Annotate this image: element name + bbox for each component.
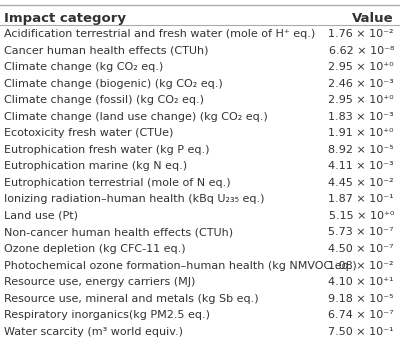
Text: Water scarcity (m³ world equiv.): Water scarcity (m³ world equiv.)	[4, 327, 183, 337]
Text: Respiratory inorganics(kg PM2.5 eq.): Respiratory inorganics(kg PM2.5 eq.)	[4, 310, 210, 320]
Text: Resource use, energy carriers (MJ): Resource use, energy carriers (MJ)	[4, 277, 195, 287]
Text: 1.83 × 10⁻³: 1.83 × 10⁻³	[328, 112, 394, 122]
Text: 6.74 × 10⁻⁷: 6.74 × 10⁻⁷	[328, 310, 394, 320]
Text: Ionizing radiation–human health (kBq U₂₃₅ eq.): Ionizing radiation–human health (kBq U₂₃…	[4, 194, 264, 205]
Text: 1.76 × 10⁻²: 1.76 × 10⁻²	[328, 29, 394, 39]
Text: Eutrophication terrestrial (mole of N eq.): Eutrophication terrestrial (mole of N eq…	[4, 178, 231, 188]
Text: 6.62 × 10⁻⁸: 6.62 × 10⁻⁸	[329, 46, 394, 56]
Text: Value: Value	[352, 12, 394, 25]
Text: Climate change (land use change) (kg CO₂ eq.): Climate change (land use change) (kg CO₂…	[4, 112, 268, 122]
Text: Ozone depletion (kg CFC-11 eq.): Ozone depletion (kg CFC-11 eq.)	[4, 244, 186, 254]
Text: 8.92 × 10⁻⁵: 8.92 × 10⁻⁵	[328, 145, 394, 155]
Text: Photochemical ozone formation–human health (kg NMVOC eq.): Photochemical ozone formation–human heal…	[4, 261, 357, 271]
Text: Land use (Pt): Land use (Pt)	[4, 211, 78, 221]
Text: 2.46 × 10⁻³: 2.46 × 10⁻³	[328, 79, 394, 89]
Text: Impact category: Impact category	[4, 12, 126, 25]
Text: 5.73 × 10⁻⁷: 5.73 × 10⁻⁷	[328, 227, 394, 238]
Text: Climate change (biogenic) (kg CO₂ eq.): Climate change (biogenic) (kg CO₂ eq.)	[4, 79, 223, 89]
Text: Acidification terrestrial and fresh water (mole of H⁺ eq.): Acidification terrestrial and fresh wate…	[4, 29, 315, 39]
Text: 2.95 × 10⁺⁰: 2.95 × 10⁺⁰	[328, 62, 394, 72]
Text: 1.87 × 10⁻¹: 1.87 × 10⁻¹	[328, 194, 394, 205]
Text: Climate change (fossil) (kg CO₂ eq.): Climate change (fossil) (kg CO₂ eq.)	[4, 95, 204, 105]
Text: Climate change (kg CO₂ eq.): Climate change (kg CO₂ eq.)	[4, 62, 163, 72]
Text: 5.15 × 10⁺⁰: 5.15 × 10⁺⁰	[329, 211, 394, 221]
Text: 7.50 × 10⁻¹: 7.50 × 10⁻¹	[328, 327, 394, 337]
Text: 4.50 × 10⁻⁷: 4.50 × 10⁻⁷	[328, 244, 394, 254]
Text: 4.45 × 10⁻²: 4.45 × 10⁻²	[328, 178, 394, 188]
Text: Eutrophication marine (kg N eq.): Eutrophication marine (kg N eq.)	[4, 161, 187, 172]
Text: 1.08 × 10⁻²: 1.08 × 10⁻²	[328, 261, 394, 271]
Text: 1.91 × 10⁺⁰: 1.91 × 10⁺⁰	[328, 128, 394, 139]
Text: 2.95 × 10⁺⁰: 2.95 × 10⁺⁰	[328, 95, 394, 105]
Text: Eutrophication fresh water (kg P eq.): Eutrophication fresh water (kg P eq.)	[4, 145, 210, 155]
Text: 4.11 × 10⁻³: 4.11 × 10⁻³	[328, 161, 394, 172]
Text: 4.10 × 10⁺¹: 4.10 × 10⁺¹	[328, 277, 394, 287]
Text: Non-cancer human health effects (CTUh): Non-cancer human health effects (CTUh)	[4, 227, 233, 238]
Text: 9.18 × 10⁻⁵: 9.18 × 10⁻⁵	[328, 294, 394, 304]
Text: Cancer human health effects (CTUh): Cancer human health effects (CTUh)	[4, 46, 208, 56]
Text: Ecotoxicity fresh water (CTUe): Ecotoxicity fresh water (CTUe)	[4, 128, 173, 139]
Text: Resource use, mineral and metals (kg Sb eq.): Resource use, mineral and metals (kg Sb …	[4, 294, 259, 304]
